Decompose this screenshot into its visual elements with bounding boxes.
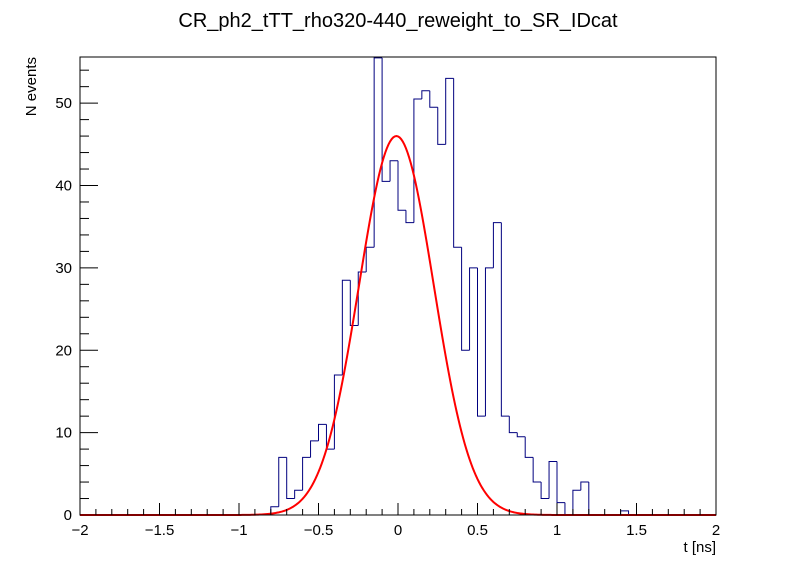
x-axis: −2 −1.5 −1 −0.5 0 0.5 1 1.5 2	[71, 503, 720, 539]
y-tick-label: 30	[55, 260, 72, 277]
x-tick-label: 0	[394, 522, 402, 539]
histogram-bin	[413, 98, 422, 223]
histogram-bin	[373, 57, 383, 248]
histogram-bin	[302, 456, 311, 491]
histogram-bin	[365, 246, 375, 272]
chart-title: CR_ph2_tTT_rho320-440_reweight_to_SR_IDc…	[178, 10, 618, 32]
histogram-bin	[349, 280, 359, 327]
x-tick-label: 1	[553, 522, 561, 539]
x-axis-label: t [ns]	[683, 539, 716, 556]
histogram-bin	[572, 489, 581, 515]
y-tick-label: 0	[64, 507, 72, 524]
histogram-bin	[564, 502, 573, 516]
histogram-bin	[318, 423, 327, 441]
histogram-bin	[357, 271, 367, 326]
y-tick-label: 20	[55, 342, 72, 359]
histogram-bin	[437, 107, 446, 145]
histogram-bin	[540, 482, 550, 500]
histogram-bin	[484, 267, 494, 417]
histogram-bin	[389, 160, 398, 182]
histogram-bin	[333, 374, 343, 450]
histogram-bin	[397, 160, 406, 211]
histogram-bin	[421, 90, 430, 100]
histogram-bin	[492, 222, 502, 268]
y-tick-label: 40	[55, 178, 72, 195]
histogram-bin	[469, 267, 478, 351]
y-axis-label: N events	[23, 57, 40, 116]
x-tick-label: 2	[712, 522, 720, 539]
x-tick-label: 0.5	[467, 522, 488, 539]
plot-frame	[79, 56, 717, 516]
histogram-bin	[508, 416, 518, 434]
y-tick-label: 50	[55, 95, 72, 112]
histogram-bin	[461, 247, 470, 351]
x-tick-label: −1	[230, 522, 247, 539]
histogram-bin	[405, 210, 414, 224]
histogram-bin	[310, 440, 319, 458]
histogram-bin	[453, 78, 462, 248]
histogram-bin	[477, 267, 486, 417]
histogram-bin	[532, 457, 542, 483]
histogram-bin	[278, 456, 287, 507]
histogram-bin	[556, 461, 565, 504]
histogram-bin	[588, 482, 597, 516]
histogram-bin	[381, 57, 391, 182]
histogram-bin	[294, 489, 303, 499]
histogram-bin	[580, 481, 589, 491]
histogram-bin	[548, 460, 557, 499]
histogram-bin	[516, 432, 526, 438]
histogram-bin	[445, 77, 454, 145]
y-tick-label: 10	[55, 425, 72, 442]
x-tick-label: −1.5	[145, 522, 175, 539]
histogram-bin	[286, 457, 295, 500]
x-tick-label: −2	[71, 522, 88, 539]
histogram-bin	[341, 279, 351, 375]
x-tick-label: −0.5	[304, 522, 334, 539]
histogram-bin	[429, 90, 438, 108]
plot-area	[80, 57, 716, 516]
histogram-bin	[524, 436, 534, 458]
x-tick-label: 1.5	[626, 522, 647, 539]
histogram-bin	[500, 222, 510, 417]
y-axis: 0 10 20 30 40 50	[55, 69, 98, 524]
